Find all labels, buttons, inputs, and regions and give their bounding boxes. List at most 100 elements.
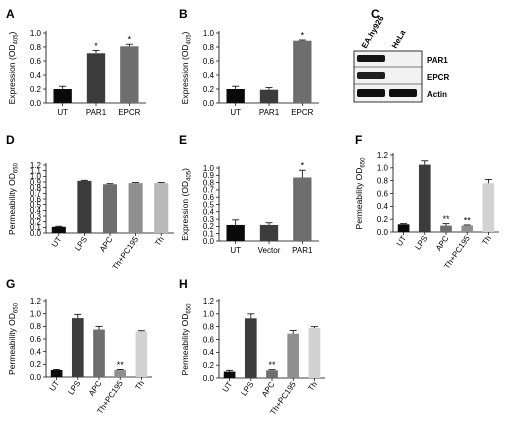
bar-th <box>482 183 495 232</box>
western-blot-panel: C EA.hy926 HeLa PAR1 EPCR Actin <box>353 7 449 103</box>
blot-band-par1-eahy926 <box>357 55 385 62</box>
x-category-label: LPS <box>239 380 255 398</box>
y-tick-label: 0.6 <box>203 193 215 202</box>
y-tick-label: 1.0 <box>30 172 42 181</box>
y-tick-label: 0.6 <box>30 195 42 204</box>
bar-ut <box>397 224 410 232</box>
y-axis-title-sub: 405 <box>14 34 20 45</box>
bar-epcr <box>120 46 139 103</box>
significance-marker: * <box>301 31 305 41</box>
y-tick-label: 0.0 <box>203 99 215 108</box>
y-tick-label: 0.6 <box>203 335 215 344</box>
y-tick-label: 0.4 <box>30 347 42 356</box>
significance-marker: ** <box>464 215 472 225</box>
y-tick-label: 1.2 <box>203 297 215 306</box>
y-tick-label: 0.0 <box>203 237 215 246</box>
y-tick-label: 1.0 <box>203 310 215 319</box>
bar-th <box>308 327 321 378</box>
bar-ut <box>226 224 245 241</box>
x-category-label: APC <box>98 235 115 254</box>
y-tick-label: 0.9 <box>203 171 215 180</box>
y-tick-label: 0.4 <box>203 348 215 357</box>
x-category-label: Th+PC195 <box>111 235 141 272</box>
y-axis-title: Permeability OD650 <box>180 303 193 376</box>
significance-marker: * <box>301 161 305 171</box>
y-tick-label: 0.6 <box>30 57 42 66</box>
x-category-label: Th <box>133 379 146 392</box>
y-tick-label: 0.8 <box>203 322 215 331</box>
y-axis-title-sub: 405 <box>187 34 193 45</box>
x-category-label: UT <box>395 234 409 248</box>
y-tick-label: 1.0 <box>203 29 215 38</box>
x-category-label: APC <box>434 234 451 253</box>
y-tick-label: 0.7 <box>203 186 215 195</box>
x-category-label: UT <box>57 108 68 117</box>
chart-panel-d: D 0.00.10.20.30.40.50.60.70.80.91.01.11.2… <box>6 133 174 272</box>
x-category-label: PAR1 <box>259 108 280 117</box>
y-tick-label: 0.2 <box>203 361 215 370</box>
bar-apc <box>102 184 118 233</box>
chart-panel-f: F 0.0 0.2 0.4 0.6 0.8 1.0 1.2 Permeability OD650… <box>354 133 499 271</box>
y-axis-title: Permeability OD650 <box>354 157 367 230</box>
y-tick-label: 0.8 <box>377 176 389 185</box>
y-tick-label: 0.9 <box>30 178 42 187</box>
y-tick-label: 1.0 <box>30 29 42 38</box>
bar-th-pc195 <box>287 333 300 378</box>
bar-apc <box>93 329 105 377</box>
y-tick-label: 0.2 <box>203 85 215 94</box>
y-tick-label: 0.2 <box>30 360 42 369</box>
y-tick-label: 0.2 <box>377 215 389 224</box>
y-tick-label: 0.2 <box>30 217 42 226</box>
x-category-label: EPCR <box>291 108 313 117</box>
blot-row-label-actin: Actin <box>427 90 447 99</box>
bar-apc <box>440 225 452 232</box>
significance-marker: ** <box>442 214 450 224</box>
x-category-label: EPCR <box>118 108 140 117</box>
significance-marker: ** <box>268 360 276 370</box>
y-axis-title: Permeability OD650 <box>7 302 20 375</box>
x-category-label: UT <box>230 246 241 255</box>
x-category-label: APC <box>260 380 277 399</box>
y-axis-title: Expression (OD405) <box>180 31 193 104</box>
y-tick-label: 1.2 <box>30 161 42 170</box>
y-tick-label: 0.3 <box>203 215 215 224</box>
y-axis-title-main: Expression (OD <box>180 181 190 241</box>
y-axis-title-sub: 650 <box>187 303 193 314</box>
bar-th-pc195 <box>461 225 474 232</box>
bar-ut <box>50 370 63 377</box>
bar-par1 <box>86 53 106 103</box>
y-tick-label: 1.2 <box>377 151 389 160</box>
y-tick-label: 0.1 <box>203 230 215 239</box>
y-tick-label: 0.8 <box>30 322 42 331</box>
y-tick-label: 0.7 <box>30 189 42 198</box>
y-tick-label: 0.0 <box>30 373 42 382</box>
y-tick-label: 0.6 <box>30 335 42 344</box>
y-tick-label: 0.0 <box>30 99 42 108</box>
y-axis-title-main: Permeability OD <box>7 173 17 235</box>
chart-panel-g: G 0.0 0.2 0.4 0.6 0.8 1.0 1.2 Permeability OD650… <box>6 277 152 416</box>
y-axis-title-main: Permeability OD <box>354 168 364 230</box>
x-category-label: Th <box>306 380 319 393</box>
chart-panel-b: B 0.0 0.2 0.4 0.6 0.8 1.0 Expression (OD405) UT P… <box>179 7 319 117</box>
y-axis-title-sub: 650 <box>14 302 20 313</box>
x-category-label: Th <box>480 234 493 247</box>
x-category-label: APC <box>87 379 104 398</box>
y-axis-title-close: ) <box>180 168 190 171</box>
chart-panel-a: A 0.0 0.2 0.4 0.6 0.8 1.0 Expression (OD405) UT *… <box>6 7 146 117</box>
bar-th-pc195 <box>128 183 143 233</box>
panel-label-h: H <box>179 277 188 291</box>
y-tick-label: 1.0 <box>203 164 215 173</box>
bar-ut <box>53 89 72 103</box>
bar-epcr <box>293 40 312 103</box>
y-tick-label: 1.0 <box>377 164 389 173</box>
x-category-label: UT <box>221 380 235 394</box>
y-tick-label: 0.5 <box>203 200 215 209</box>
y-tick-label: 1.2 <box>30 297 42 306</box>
panel-label-c: C <box>371 7 380 21</box>
bar-ut <box>51 226 66 233</box>
x-category-label: UT <box>48 379 62 393</box>
significance-marker: * <box>94 41 98 51</box>
significance-marker: ** <box>117 360 125 370</box>
